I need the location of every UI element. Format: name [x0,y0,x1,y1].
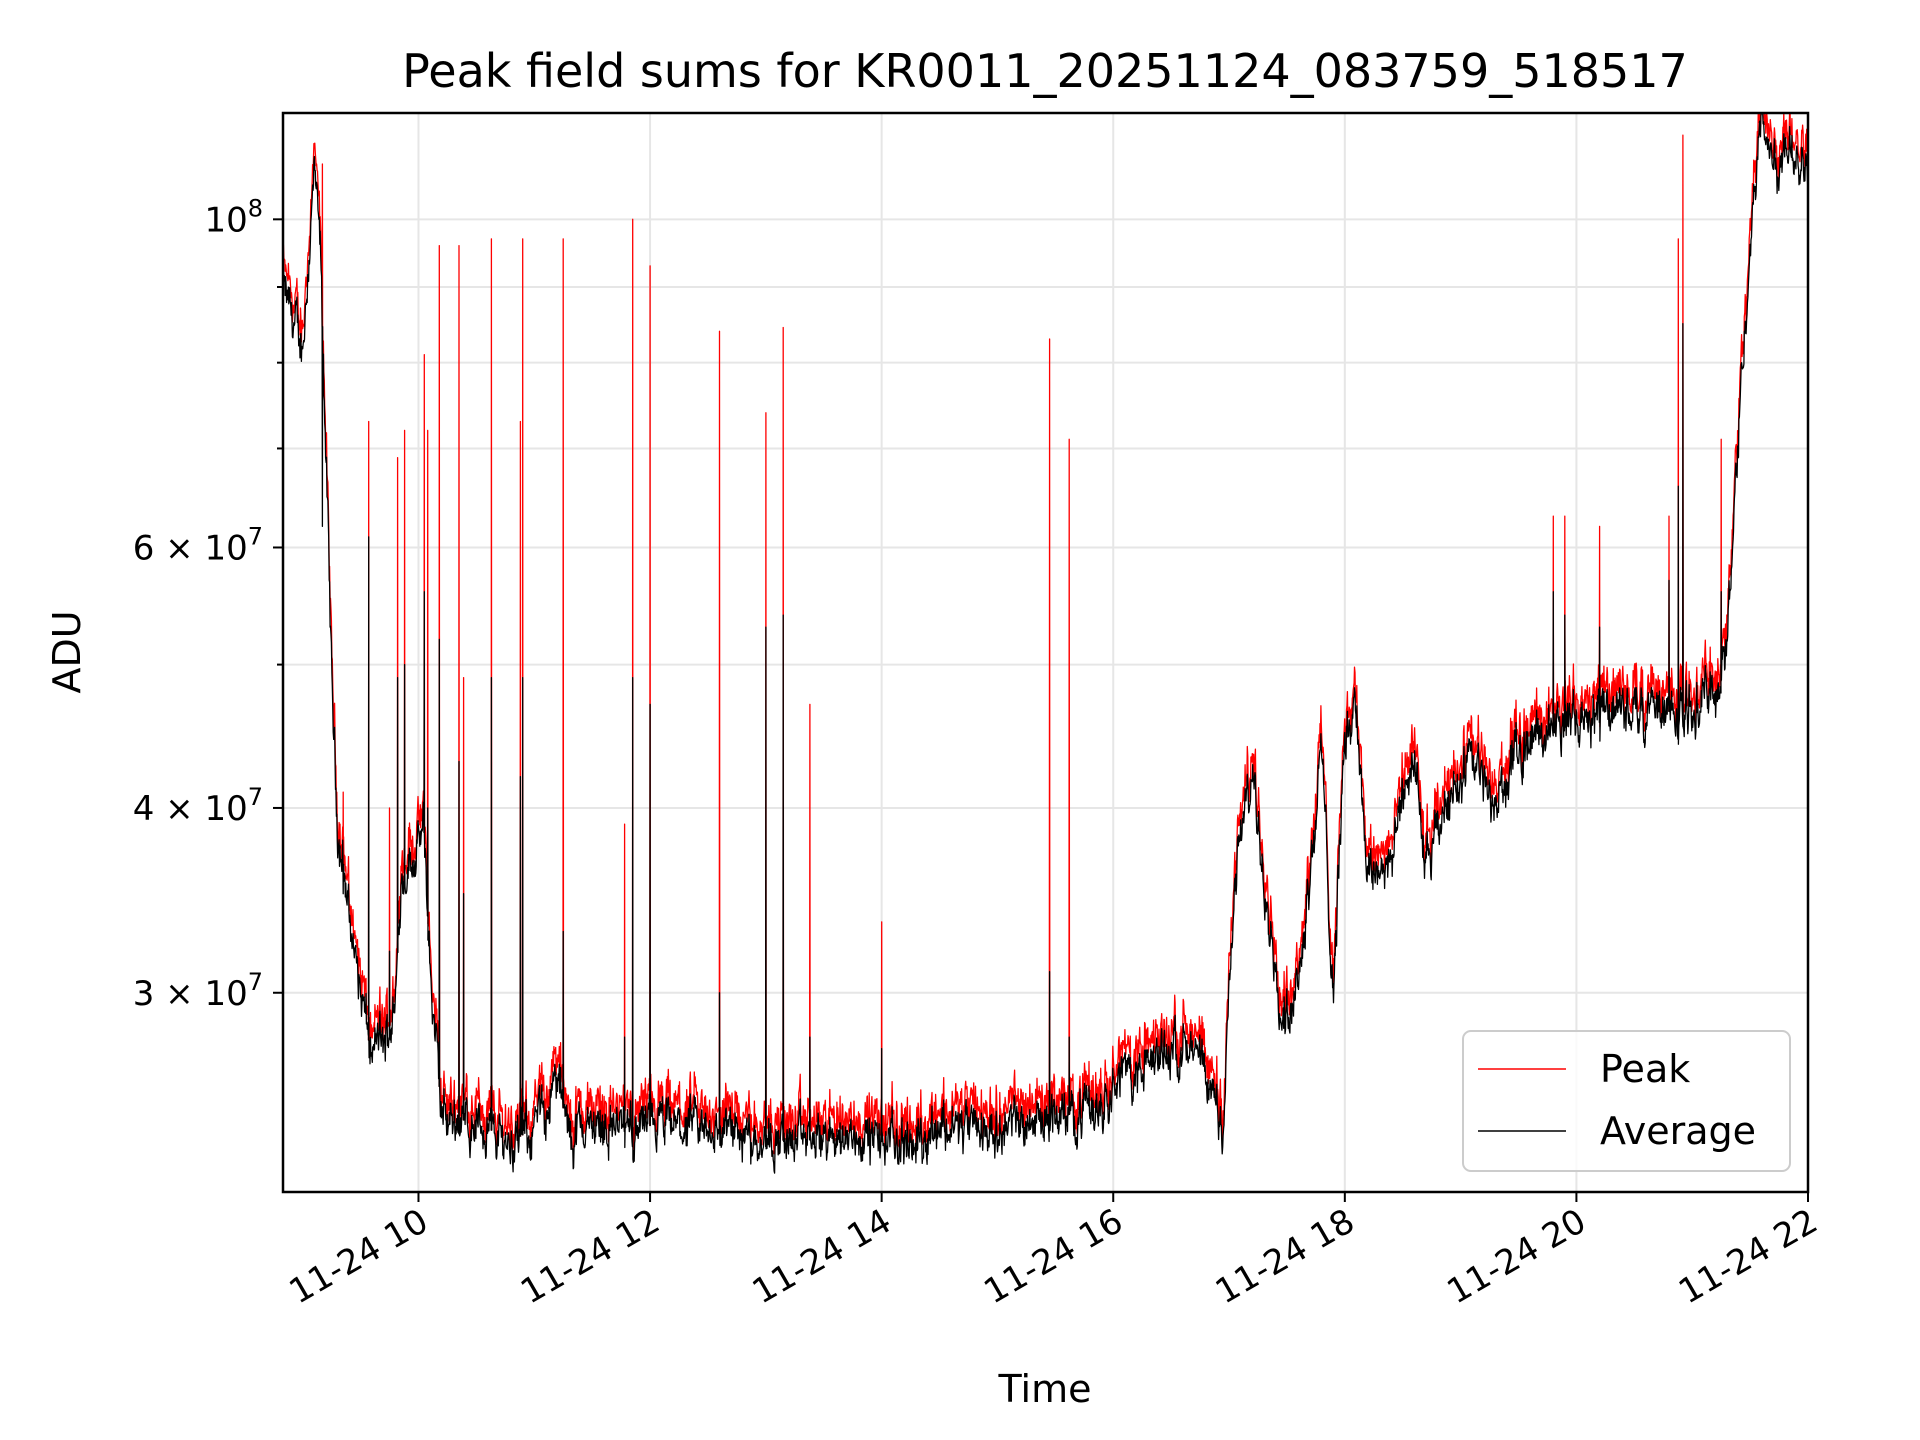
y-axis-label: ADU [45,610,89,693]
legend-box [1462,1030,1791,1172]
y-tick-label: 6 × 107 [133,522,263,568]
y-axis: 3 × 107 4 × 107 6 × 107 108 [133,194,283,1014]
legend: Peak Average [1462,1030,1791,1172]
legend-label-average: Average [1600,1109,1756,1153]
series-line-average [282,112,1809,1174]
y-tick-label: 3 × 107 [133,968,263,1014]
axes-frame [281,111,1810,1194]
y-tick-label: 4 × 107 [133,783,263,829]
y-tick-label: 108 [204,194,263,240]
plot-area [282,112,1809,1174]
legend-label-peak: Peak [1600,1047,1690,1091]
x-axis-label: Time [998,1367,1092,1411]
chart-title: Peak field sums for KR0011_20251124_0837… [402,44,1688,98]
